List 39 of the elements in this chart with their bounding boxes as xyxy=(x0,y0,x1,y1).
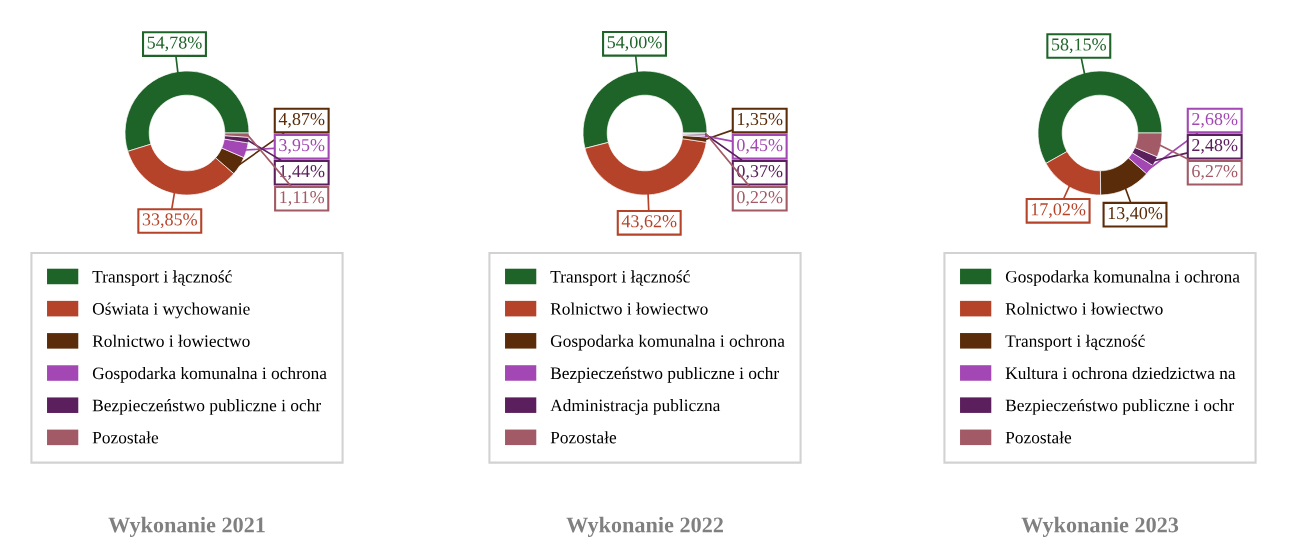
legend-label: Oświata i wychowanie xyxy=(92,302,250,319)
text: Wykonanie 2021 xyxy=(108,516,265,537)
data-label: 54,78% xyxy=(147,36,202,52)
legend-label: Transport i łączność xyxy=(550,270,690,287)
legend-label: Bezpieczeństwo publiczne i ochr xyxy=(92,399,321,415)
data-label: 3,95% xyxy=(279,138,325,154)
data-label: 58,15% xyxy=(1052,38,1107,54)
data-label: 54,00% xyxy=(607,36,662,51)
data-label: 17,02% xyxy=(1031,203,1086,218)
data-label: 0,22% xyxy=(737,191,783,206)
text: Wykonanie 2022 xyxy=(566,516,723,537)
data-label: 4,87% xyxy=(278,112,325,128)
legend-label: Rolnictwo i łowiectwo xyxy=(92,334,250,347)
legend-label: Rolnictwo i łowiectwo xyxy=(1005,302,1163,315)
legend-label: Pozostałe xyxy=(92,431,159,444)
legend-label: Gospodarka komunalna i ochrona xyxy=(92,366,327,383)
legend-label: Gospodarka komunalna i ochrona xyxy=(1005,270,1240,287)
data-label: 6,27% xyxy=(1192,165,1238,180)
data-label: 2,68% xyxy=(1192,112,1238,128)
data-label: 1,35% xyxy=(737,112,783,128)
legend-label: Bezpieczeństwo publiczne i ochr xyxy=(550,366,779,383)
data-label: 13,40% xyxy=(1108,206,1163,222)
data-label: 1,44% xyxy=(279,165,325,180)
legend-label: Administracja publiczna xyxy=(550,399,721,415)
legend-label: Transport i łączność xyxy=(92,270,232,287)
legend-label: Gospodarka komunalna i ochrona xyxy=(550,334,785,351)
data-label: 0,45% xyxy=(737,138,783,154)
text: Wykonanie 2023 xyxy=(1021,516,1179,537)
legend-label: Bezpieczeństwo publiczne i ochr xyxy=(1005,399,1234,415)
legend-label: Transport i łączność xyxy=(1005,334,1145,351)
legend-label: Rolnictwo i łowiectwo xyxy=(550,302,708,315)
legend-label: Kultura i ochrona dziedzictwa na xyxy=(1005,366,1236,380)
data-label: 1,11% xyxy=(280,191,325,206)
legend-label: Pozostałe xyxy=(550,431,617,444)
legend-label: Pozostałe xyxy=(1005,431,1072,444)
data-label: 33,85% xyxy=(142,213,198,229)
data-label: 2,48% xyxy=(1192,138,1238,154)
data-label: 43,62% xyxy=(621,215,677,230)
data-label: 0,37% xyxy=(737,165,783,180)
